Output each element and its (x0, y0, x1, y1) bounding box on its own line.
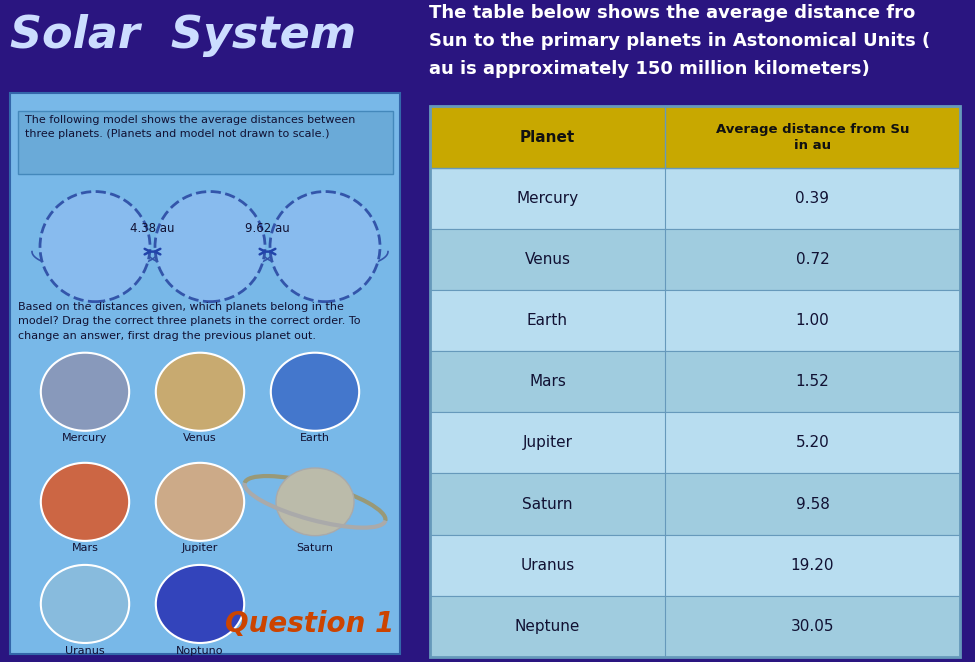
Text: Saturn: Saturn (296, 544, 333, 553)
Text: Average distance from Su
in au: Average distance from Su in au (716, 122, 910, 152)
FancyBboxPatch shape (430, 535, 960, 596)
FancyBboxPatch shape (430, 412, 960, 473)
Text: au is approximately 150 million kilometers): au is approximately 150 million kilomete… (429, 60, 870, 77)
Text: Jupiter: Jupiter (181, 544, 218, 553)
Text: 1.52: 1.52 (796, 374, 830, 389)
FancyBboxPatch shape (430, 351, 960, 412)
Ellipse shape (276, 468, 354, 536)
FancyBboxPatch shape (10, 93, 400, 654)
Ellipse shape (156, 353, 244, 431)
Text: 1.00: 1.00 (796, 313, 830, 328)
Text: 0.39: 0.39 (796, 191, 830, 206)
Text: Planet: Planet (520, 130, 575, 144)
Text: 0.72: 0.72 (796, 252, 830, 267)
Text: Saturn: Saturn (523, 496, 572, 512)
Text: The table below shows the average distance fro: The table below shows the average distan… (429, 4, 916, 22)
Circle shape (270, 191, 380, 302)
FancyBboxPatch shape (430, 596, 960, 657)
Text: 4.38 au: 4.38 au (131, 222, 175, 234)
Ellipse shape (41, 565, 130, 643)
FancyBboxPatch shape (430, 107, 960, 167)
Text: Mercury: Mercury (62, 434, 107, 444)
Ellipse shape (156, 463, 244, 541)
Text: Based on the distances given, which planets belong in the
model? Drag the correc: Based on the distances given, which plan… (18, 302, 361, 341)
Text: The following model shows the average distances between
three planets. (Planets : The following model shows the average di… (25, 115, 355, 140)
Text: Earth: Earth (527, 313, 568, 328)
Text: Venus: Venus (525, 252, 570, 267)
Text: 5.20: 5.20 (796, 436, 830, 450)
FancyBboxPatch shape (430, 229, 960, 290)
Text: Jupiter: Jupiter (523, 436, 572, 450)
Text: 9.58: 9.58 (796, 496, 830, 512)
FancyBboxPatch shape (18, 111, 393, 173)
Text: Mars: Mars (71, 544, 98, 553)
Text: Uranus: Uranus (521, 558, 574, 573)
Circle shape (155, 191, 265, 302)
Ellipse shape (156, 565, 244, 643)
Text: Question 1: Question 1 (225, 610, 395, 638)
FancyBboxPatch shape (430, 167, 960, 229)
Text: Uranus: Uranus (65, 645, 105, 655)
Text: Neptune: Neptune (515, 619, 580, 634)
Ellipse shape (271, 353, 359, 431)
Text: Venus: Venus (183, 434, 216, 444)
Text: 9.62 au: 9.62 au (245, 222, 290, 234)
Text: Noptuno: Noptuno (176, 645, 223, 655)
Circle shape (40, 191, 150, 302)
Text: Mars: Mars (529, 374, 566, 389)
Text: Solar  System: Solar System (10, 15, 356, 57)
Text: Earth: Earth (300, 434, 330, 444)
Text: 30.05: 30.05 (791, 619, 835, 634)
Text: 19.20: 19.20 (791, 558, 835, 573)
FancyBboxPatch shape (430, 290, 960, 351)
Text: Mercury: Mercury (517, 191, 578, 206)
Text: Sun to the primary planets in Astonomical Units (: Sun to the primary planets in Astonomica… (429, 32, 930, 50)
Ellipse shape (41, 463, 130, 541)
FancyBboxPatch shape (430, 473, 960, 535)
Ellipse shape (41, 353, 130, 431)
